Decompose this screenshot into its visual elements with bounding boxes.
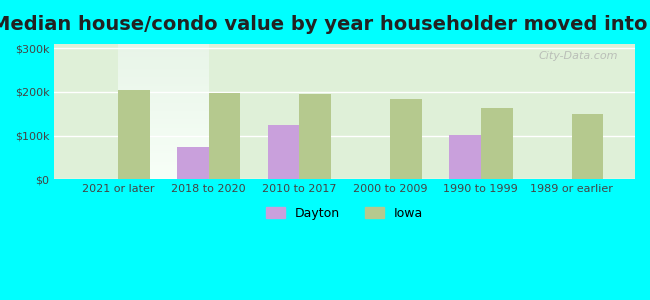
Bar: [481, 108, 513, 179]
Legend: Dayton, Iowa: Dayton, Iowa: [261, 202, 428, 225]
Bar: [268, 125, 300, 179]
Bar: [177, 147, 209, 179]
Bar: [571, 114, 603, 179]
Bar: [390, 99, 422, 179]
Text: City-Data.com: City-Data.com: [538, 51, 617, 61]
Bar: [209, 93, 240, 179]
Bar: [449, 135, 481, 179]
Title: Median house/condo value by year householder moved into unit: Median house/condo value by year househo…: [0, 15, 650, 34]
Bar: [300, 94, 331, 179]
Bar: [118, 90, 150, 179]
